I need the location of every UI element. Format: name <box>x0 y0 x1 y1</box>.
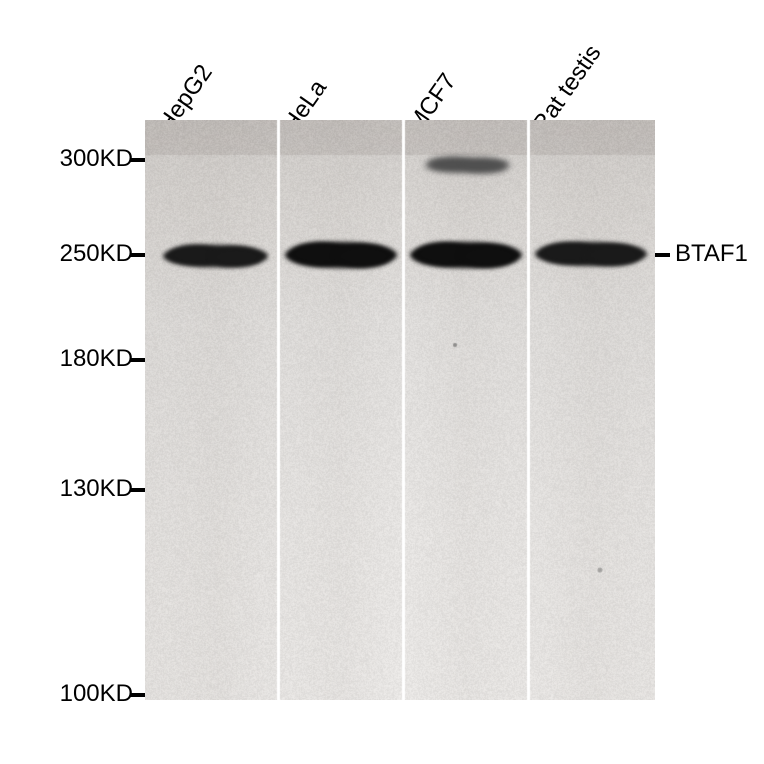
mw-label-300: 300KD <box>3 145 133 173</box>
mw-tick-130 <box>130 488 145 492</box>
blot-figure: 300KD 250KD 180KD 130KD 100KD HepG2 HeLa… <box>0 0 764 764</box>
mw-label-250: 250KD <box>3 240 133 268</box>
mw-label-100: 100KD <box>3 680 133 708</box>
mw-tick-100 <box>130 693 145 697</box>
mw-label-130: 130KD <box>3 475 133 503</box>
mw-tick-250 <box>130 253 145 257</box>
protein-label: BTAF1 <box>675 240 748 268</box>
mw-label-180: 180KD <box>3 345 133 373</box>
mw-tick-300 <box>130 158 145 162</box>
blot-membrane <box>145 120 655 700</box>
blot-canvas <box>145 120 655 700</box>
protein-tick <box>655 253 670 257</box>
mw-tick-180 <box>130 358 145 362</box>
